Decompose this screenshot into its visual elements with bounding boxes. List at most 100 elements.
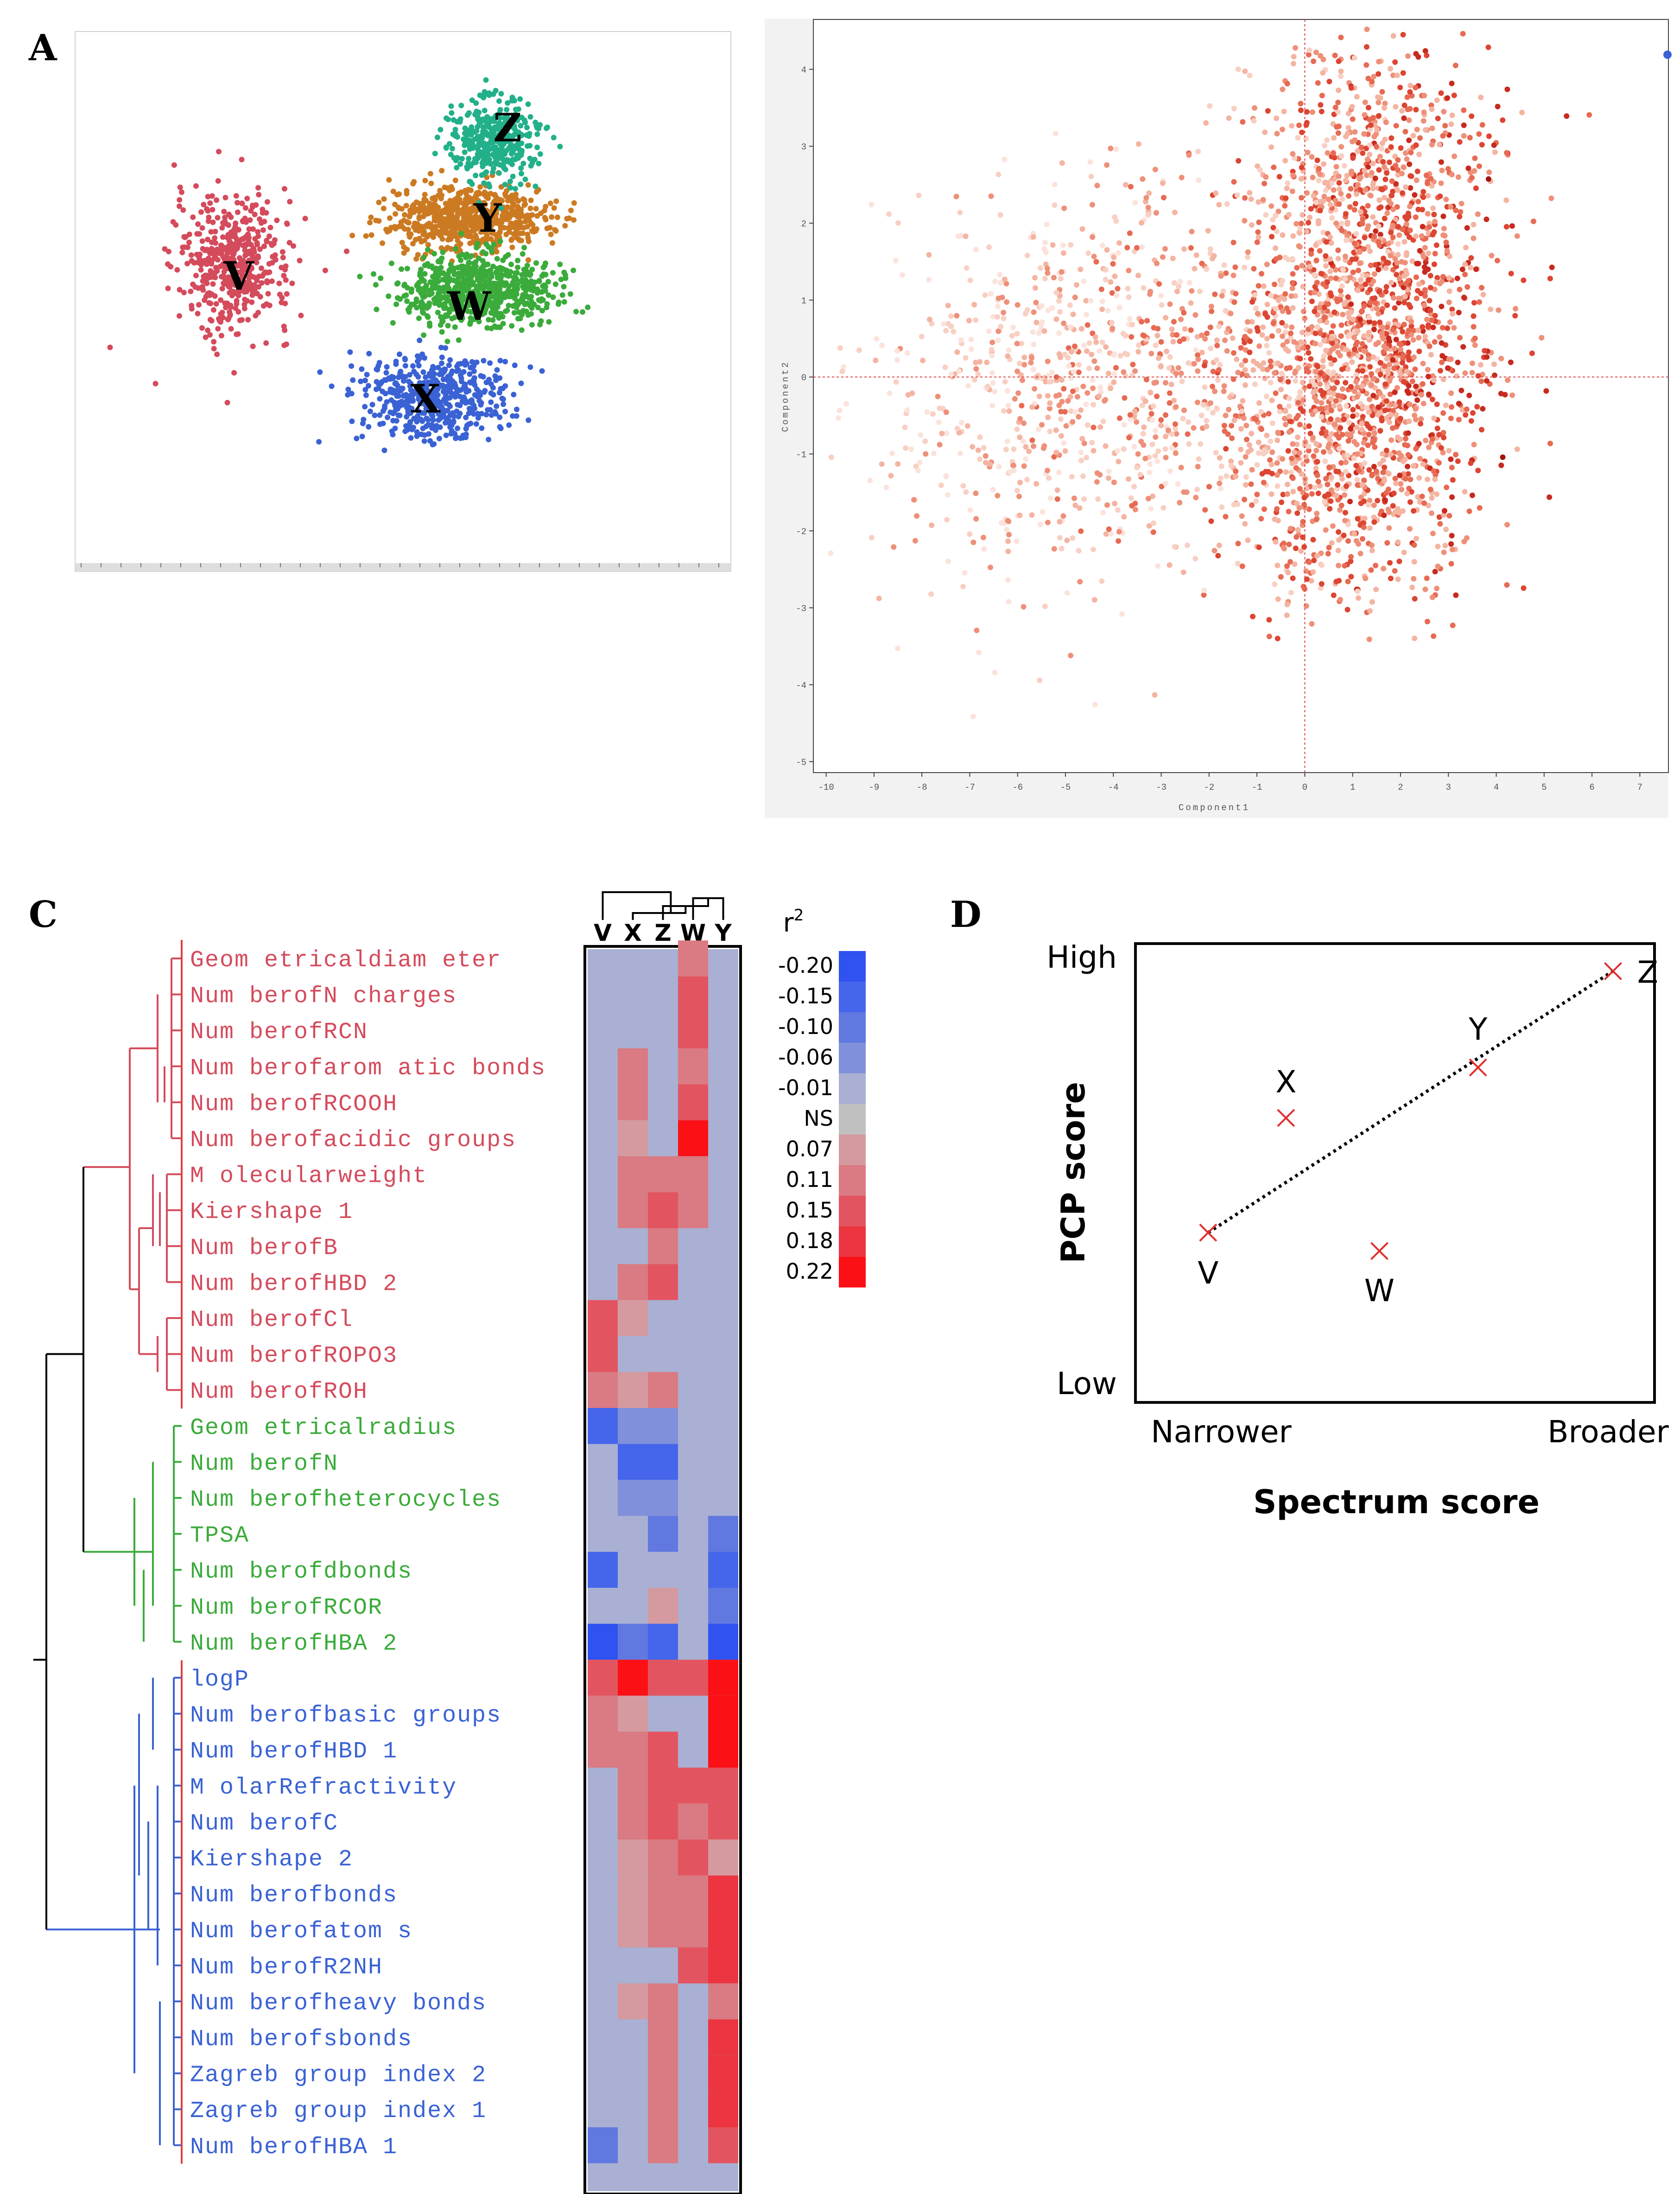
cluster-x-point	[479, 425, 485, 431]
panel-b-point	[1262, 181, 1268, 186]
panel-b-point	[1144, 318, 1150, 323]
cluster-x-point	[448, 371, 454, 377]
panel-b-point	[988, 291, 994, 297]
cluster-w-point	[452, 246, 458, 252]
panel-b-point	[1477, 362, 1483, 368]
cluster-w-point	[393, 301, 399, 307]
panel-b-point	[1413, 233, 1419, 239]
cluster-y-point	[427, 171, 433, 177]
panel-b-point	[1285, 379, 1291, 385]
panel-b-point	[1331, 309, 1338, 315]
cluster-w-point	[421, 332, 427, 338]
panel-b-point	[1338, 322, 1344, 328]
panel-b-point	[1186, 419, 1191, 425]
cluster-z-point	[444, 115, 449, 121]
panel-b-point	[1430, 324, 1436, 330]
panel-b-point	[928, 591, 934, 597]
cluster-w-point	[421, 254, 427, 260]
panel-b-point	[1295, 434, 1301, 440]
cluster-x-point	[373, 386, 379, 392]
panel-b-point	[1437, 521, 1443, 527]
panel-b-point	[1032, 285, 1038, 291]
panel-b-point	[1512, 313, 1518, 319]
panel-b-point	[1336, 529, 1342, 535]
cluster-v-point	[289, 280, 295, 286]
cluster-y-point	[425, 242, 431, 248]
panel-b-point	[1086, 365, 1092, 371]
panel-b-point	[1131, 483, 1137, 489]
panel-b-point	[1264, 432, 1270, 438]
cluster-w-point	[442, 294, 448, 300]
panel-b-point	[1439, 359, 1445, 365]
panel-b-point	[1282, 408, 1288, 414]
cluster-v-point	[210, 281, 216, 287]
cluster-x-point	[390, 418, 396, 424]
cluster-x-point	[380, 408, 386, 414]
panel-b-point	[1099, 339, 1105, 345]
panel-b-point	[1169, 445, 1175, 451]
panel-b-point	[1214, 405, 1220, 411]
cluster-z-point	[450, 131, 456, 137]
panel-b-point	[1245, 254, 1251, 260]
panel-b-point	[1361, 131, 1367, 137]
cluster-z-point	[519, 171, 524, 177]
cluster-w-point	[550, 270, 556, 276]
panel-b-point	[1371, 431, 1377, 437]
panel-b-point	[1264, 261, 1270, 267]
cluster-w-point	[552, 281, 558, 287]
cluster-v-point	[239, 157, 245, 163]
panel-b-point	[1418, 416, 1424, 422]
panel-b-point	[1237, 403, 1243, 409]
panel-b-point	[894, 357, 900, 363]
panel-b-point	[1216, 367, 1222, 373]
cluster-w-point	[494, 280, 501, 286]
cluster-v-point	[186, 240, 192, 245]
panel-b-point	[1366, 431, 1372, 438]
panel-b-point	[1449, 546, 1455, 552]
panel-b-point	[965, 423, 970, 429]
cluster-v-point	[229, 291, 235, 297]
panel-b-point	[1060, 242, 1066, 248]
panel-b-point	[1431, 633, 1437, 639]
cluster-x-point	[398, 388, 404, 393]
panel-b-point	[1131, 444, 1137, 450]
panel-b-point	[984, 359, 990, 365]
panel-b-point	[1224, 201, 1230, 207]
panel-b-point	[1549, 264, 1555, 270]
cluster-z-point	[450, 146, 455, 152]
panel-b-point	[1285, 448, 1291, 454]
cluster-x-point	[512, 362, 518, 368]
panel-b-point	[973, 490, 979, 496]
cluster-y-point	[439, 168, 445, 174]
panel-b-point	[1005, 577, 1011, 583]
panel-b-point	[1057, 535, 1063, 541]
cluster-v-point	[255, 284, 261, 290]
panel-b-point	[1435, 544, 1441, 550]
panel-b-point	[1154, 393, 1160, 399]
cluster-x-point	[436, 436, 442, 442]
panel-b-point	[1321, 449, 1327, 455]
panel-b-point	[1033, 319, 1040, 325]
panel-b-point	[1275, 596, 1281, 602]
panel-b-point	[1451, 325, 1457, 331]
panel-b-point	[1401, 239, 1407, 245]
panel-b-point	[1337, 353, 1343, 359]
cluster-v-point	[260, 206, 266, 212]
panel-b-point	[1425, 619, 1430, 625]
panel-b-point	[1328, 240, 1334, 246]
panel-b-point	[1033, 481, 1040, 487]
cluster-w-point	[506, 303, 512, 309]
panel-b-point	[1318, 102, 1324, 108]
cluster-z-point	[434, 134, 440, 140]
cluster-v-point	[235, 282, 241, 288]
panel-b-point	[1002, 379, 1008, 385]
panel-b-point	[1072, 409, 1078, 415]
panel-b-point	[1042, 276, 1048, 281]
panel-b-point	[1444, 484, 1450, 490]
cluster-z-point	[496, 170, 502, 176]
cluster-v-point	[216, 316, 222, 322]
cluster-x-point	[402, 363, 408, 369]
cluster-w-point	[533, 260, 539, 266]
panel-b-point	[1383, 284, 1389, 290]
panel-b-point	[1033, 299, 1039, 305]
